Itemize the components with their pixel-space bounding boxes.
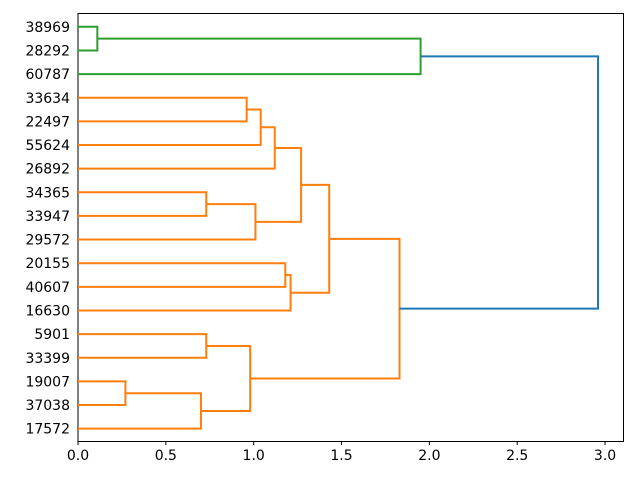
leaf-label: 20155 bbox=[25, 256, 70, 272]
dendrogram-link bbox=[78, 191, 208, 217]
dendrogram-link bbox=[399, 55, 600, 310]
dendrogram-link bbox=[78, 262, 287, 288]
dendrogram-link bbox=[78, 96, 248, 123]
leaf-label: 33634 bbox=[25, 91, 70, 107]
x-tick-label: 2.0 bbox=[418, 448, 440, 464]
leaf-label: 37038 bbox=[25, 398, 70, 414]
leaf-label: 16630 bbox=[25, 304, 70, 320]
x-tick-label: 1.0 bbox=[243, 448, 265, 464]
dendrogram-link bbox=[255, 146, 303, 223]
dendrogram-link bbox=[78, 108, 262, 146]
leaf-label: 40607 bbox=[25, 280, 70, 296]
dendrogram-link bbox=[250, 237, 401, 380]
plot-border bbox=[77, 13, 624, 442]
leaf-label: 5901 bbox=[34, 327, 70, 343]
x-tick-label: 3.0 bbox=[594, 448, 616, 464]
dendrogram-link bbox=[78, 274, 292, 312]
x-tick-label: 1.5 bbox=[330, 448, 352, 464]
dendrogram-link bbox=[78, 203, 257, 241]
leaf-label: 33947 bbox=[25, 209, 70, 225]
dendrogram-link bbox=[78, 25, 99, 52]
dendrogram-link bbox=[78, 126, 276, 170]
dendrogram-link bbox=[78, 392, 202, 430]
dendrogram-link bbox=[78, 380, 127, 407]
leaf-label: 29572 bbox=[25, 233, 70, 249]
leaf-label: 55624 bbox=[25, 138, 70, 154]
dendrogram-link bbox=[78, 37, 422, 76]
dendrogram-link bbox=[290, 183, 331, 294]
leaf-label: 22497 bbox=[25, 114, 70, 130]
leaf-label: 19007 bbox=[25, 374, 70, 390]
leaf-label: 17572 bbox=[25, 422, 70, 438]
leaf-label: 26892 bbox=[25, 162, 70, 178]
dendrogram-link bbox=[200, 344, 252, 412]
x-tick-label: 0.5 bbox=[155, 448, 177, 464]
leaf-label: 33399 bbox=[25, 351, 70, 367]
x-tick-label: 2.5 bbox=[506, 448, 528, 464]
dendrogram-link bbox=[78, 333, 208, 359]
x-tick-label: 0.0 bbox=[67, 448, 89, 464]
leaf-label: 60787 bbox=[25, 67, 70, 83]
leaf-label: 38969 bbox=[25, 20, 70, 36]
leaf-label: 34365 bbox=[25, 185, 70, 201]
leaf-label: 28292 bbox=[25, 43, 70, 59]
